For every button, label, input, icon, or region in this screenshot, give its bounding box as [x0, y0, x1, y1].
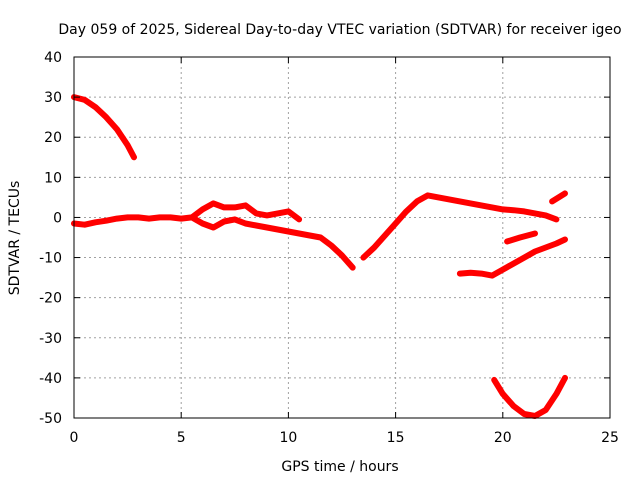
series-segment-4	[360, 192, 560, 261]
series-segment-8	[491, 374, 568, 419]
x-tick-label: 10	[279, 430, 297, 446]
series-segment-2	[71, 214, 356, 271]
y-tick-label: -50	[39, 411, 62, 427]
y-tick-label: 30	[44, 90, 62, 106]
series-segment-6	[549, 190, 568, 205]
x-tick-label: 20	[494, 430, 512, 446]
series-segment-7	[456, 236, 568, 279]
y-tick-label: 0	[53, 210, 62, 226]
y-tick-label: -10	[39, 251, 62, 267]
y-tick-label: -20	[39, 291, 62, 307]
series-segment-5	[504, 230, 538, 245]
y-tick-label: 20	[44, 130, 62, 146]
x-tick-label: 25	[601, 430, 619, 446]
x-tick-label: 0	[70, 430, 79, 446]
plot-frame	[73, 56, 611, 419]
y-axis: -50 -40 -30 -20 -10 0 10 20 30 40	[39, 50, 610, 427]
x-axis: 0 5 10 15 20 25	[70, 57, 619, 446]
chart-title: Day 059 of 2025, Sidereal Day-to-day VTE…	[58, 22, 621, 38]
x-tick-label: 15	[387, 430, 405, 446]
data-series	[71, 94, 568, 419]
y-axis-label: SDTVAR / TECUs	[7, 181, 23, 296]
series-segment-3	[188, 200, 303, 223]
y-tick-label: -40	[39, 371, 62, 387]
y-tick-label: 40	[44, 50, 62, 66]
y-tick-label: 10	[44, 170, 62, 186]
y-tick-label: -30	[39, 331, 62, 347]
x-tick-label: 5	[177, 430, 186, 446]
series-segment-1	[71, 94, 137, 161]
x-axis-label: GPS time / hours	[281, 459, 398, 475]
